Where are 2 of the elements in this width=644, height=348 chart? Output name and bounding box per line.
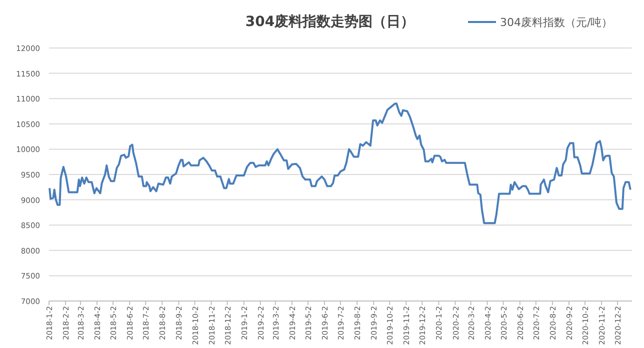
legend-label: 304废料指数（元/吨）: [500, 16, 613, 29]
chart-title: 304废料指数走势图（日）: [245, 13, 415, 30]
